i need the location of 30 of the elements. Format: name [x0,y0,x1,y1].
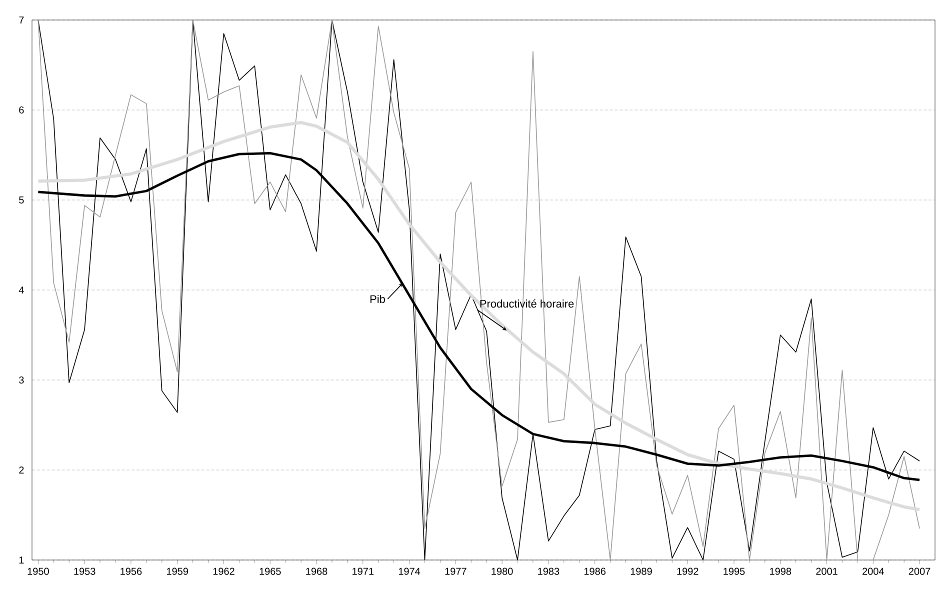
y-tick-label: 4 [18,286,24,294]
x-tick-label: 1956 [120,568,142,575]
y-tick-label: 5 [19,196,24,204]
x-tick-label: 2004 [862,568,884,575]
series-label: Productivité horaire [480,299,574,308]
x-tick-label: 1962 [213,568,234,575]
x-tick-label: 1995 [724,568,745,575]
x-tick-label: 1974 [398,568,420,575]
x-tick-label: 1977 [445,568,466,575]
y-tick-label: 7 [19,16,24,24]
y-tick-label: 2 [19,466,24,474]
line-series [36,121,922,512]
x-tick-label: 1959 [166,568,188,575]
x-tick-label: 1998 [770,568,792,575]
x-tick-label: 1980 [492,568,513,575]
x-tick-label: 1983 [538,568,560,575]
x-tick-label: 1986 [584,568,606,575]
x-tick-label: 1965 [260,568,281,575]
y-tick-label: 3 [19,376,24,384]
x-tick-label: 1953 [74,568,96,575]
x-tick-label: 1989 [630,568,652,575]
x-tick-label: 2007 [908,568,930,575]
x-tick-label: 1992 [677,568,698,575]
x-tick-label: 1950 [28,568,49,575]
x-tick-label: 2001 [816,568,838,575]
x-tick-label: 1968 [306,568,328,575]
y-tick-label: 6 [19,106,24,114]
x-tick-label: 1971 [352,568,374,575]
y-tick-label: 1 [19,556,24,564]
legend-label: Pib [370,294,385,304]
